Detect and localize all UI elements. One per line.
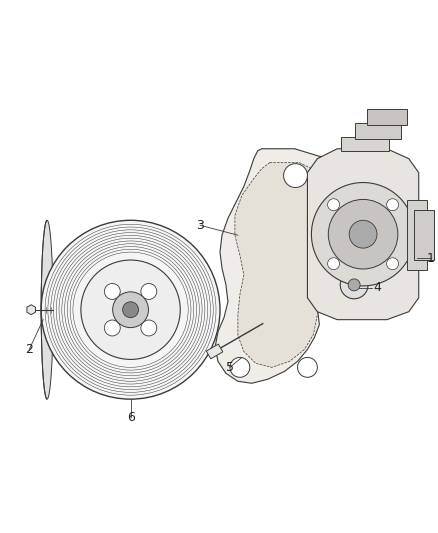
Polygon shape xyxy=(307,149,419,320)
Text: 5: 5 xyxy=(226,361,234,374)
Polygon shape xyxy=(414,211,434,260)
Circle shape xyxy=(328,199,339,211)
Circle shape xyxy=(104,320,120,336)
Circle shape xyxy=(230,358,250,377)
Polygon shape xyxy=(27,305,35,314)
Text: 4: 4 xyxy=(373,281,381,294)
Circle shape xyxy=(349,220,377,248)
Circle shape xyxy=(387,199,399,211)
Circle shape xyxy=(340,271,368,299)
Polygon shape xyxy=(215,149,367,383)
Ellipse shape xyxy=(41,220,53,399)
Polygon shape xyxy=(235,163,354,367)
Polygon shape xyxy=(341,137,389,151)
Circle shape xyxy=(348,279,360,291)
Circle shape xyxy=(141,284,157,300)
Circle shape xyxy=(113,292,148,328)
Circle shape xyxy=(123,302,138,318)
Circle shape xyxy=(328,199,398,269)
Circle shape xyxy=(283,164,307,188)
Circle shape xyxy=(387,258,399,270)
Circle shape xyxy=(141,320,157,336)
Circle shape xyxy=(104,284,120,300)
Text: 3: 3 xyxy=(196,219,204,232)
Circle shape xyxy=(328,258,339,270)
Text: 2: 2 xyxy=(25,343,33,356)
Circle shape xyxy=(41,220,220,399)
Text: 1: 1 xyxy=(427,252,434,264)
Polygon shape xyxy=(407,200,427,270)
Circle shape xyxy=(297,358,318,377)
Circle shape xyxy=(81,260,180,359)
Polygon shape xyxy=(355,123,401,139)
Text: 6: 6 xyxy=(127,410,134,424)
Polygon shape xyxy=(206,344,223,359)
Circle shape xyxy=(311,182,415,286)
Polygon shape xyxy=(367,109,407,125)
